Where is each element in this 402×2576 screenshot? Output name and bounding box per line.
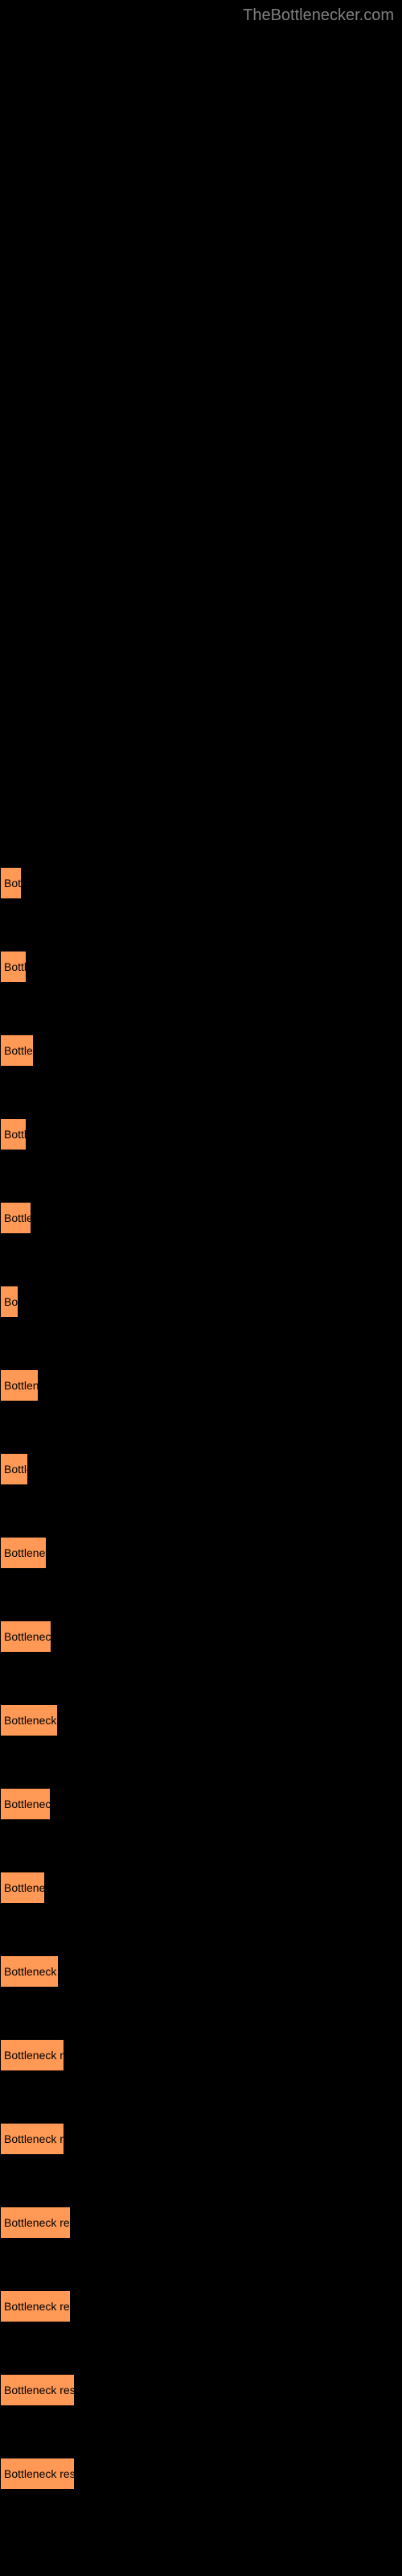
- bar-row: Bottleneck result: [0, 1930, 402, 2013]
- chart-bar: Bottleneck res: [0, 1620, 51, 1653]
- bar-row: Bottleneck re: [0, 1511, 402, 1595]
- bar-row: Bottleneck result: [0, 2432, 402, 2516]
- bar-row: Bottleneck result: [0, 2097, 402, 2181]
- bar-row: Bottlen: [0, 1176, 402, 1260]
- bar-row: Bottleneck r: [0, 1846, 402, 1930]
- chart-bar: Bottlen: [0, 1202, 31, 1234]
- chart-bar: Bottleneck result: [0, 2123, 64, 2155]
- chart-bar: Bottleneck result: [0, 2290, 71, 2322]
- bar-chart: Bot Bottle Bottlene Bottl Bottlen Bo Bottlenec…: [0, 0, 402, 2516]
- chart-bar: Bottleneck result: [0, 2458, 75, 2490]
- chart-bar: Bottleneck resu: [0, 1788, 51, 1820]
- bar-row: Bottle: [0, 1427, 402, 1511]
- bar-row: Bottl: [0, 1092, 402, 1176]
- chart-bar: Bottleneck r: [0, 1872, 45, 1904]
- bar-row: Bottleneck result: [0, 2264, 402, 2348]
- bar-row: Bottleneck result: [0, 2013, 402, 2097]
- bar-row: Bottleneck res: [0, 1595, 402, 1678]
- chart-bar: Bottl: [0, 1118, 27, 1150]
- chart-bar: Bottleneck result: [0, 2374, 75, 2406]
- chart-bar: Bo: [0, 1286, 18, 1318]
- chart-bar: Bottleneck: [0, 1369, 39, 1402]
- chart-bar: Bottleneck re: [0, 1537, 47, 1569]
- bar-row: Bottleneck: [0, 1344, 402, 1427]
- bar-row: Bo: [0, 1260, 402, 1344]
- bar-row: Bot: [0, 841, 402, 925]
- bar-row: Bottleneck resu: [0, 1762, 402, 1846]
- chart-bar: Bottleneck result: [0, 1704, 58, 1736]
- bar-row: Bottlene: [0, 1009, 402, 1092]
- chart-bar: Bottlene: [0, 1034, 34, 1067]
- bar-row: Bottleneck result: [0, 1678, 402, 1762]
- bar-row: Bottleneck result: [0, 2181, 402, 2264]
- chart-bar: Bottle: [0, 1453, 28, 1485]
- bar-row: Bottleneck result: [0, 2348, 402, 2432]
- chart-bar: Bottleneck result: [0, 2039, 64, 2071]
- bar-row: Bottle: [0, 925, 402, 1009]
- chart-bar: Bot: [0, 867, 22, 899]
- chart-bar: Bottleneck result: [0, 2207, 71, 2239]
- chart-bar: Bottle: [0, 951, 27, 983]
- chart-bar: Bottleneck result: [0, 1955, 59, 1988]
